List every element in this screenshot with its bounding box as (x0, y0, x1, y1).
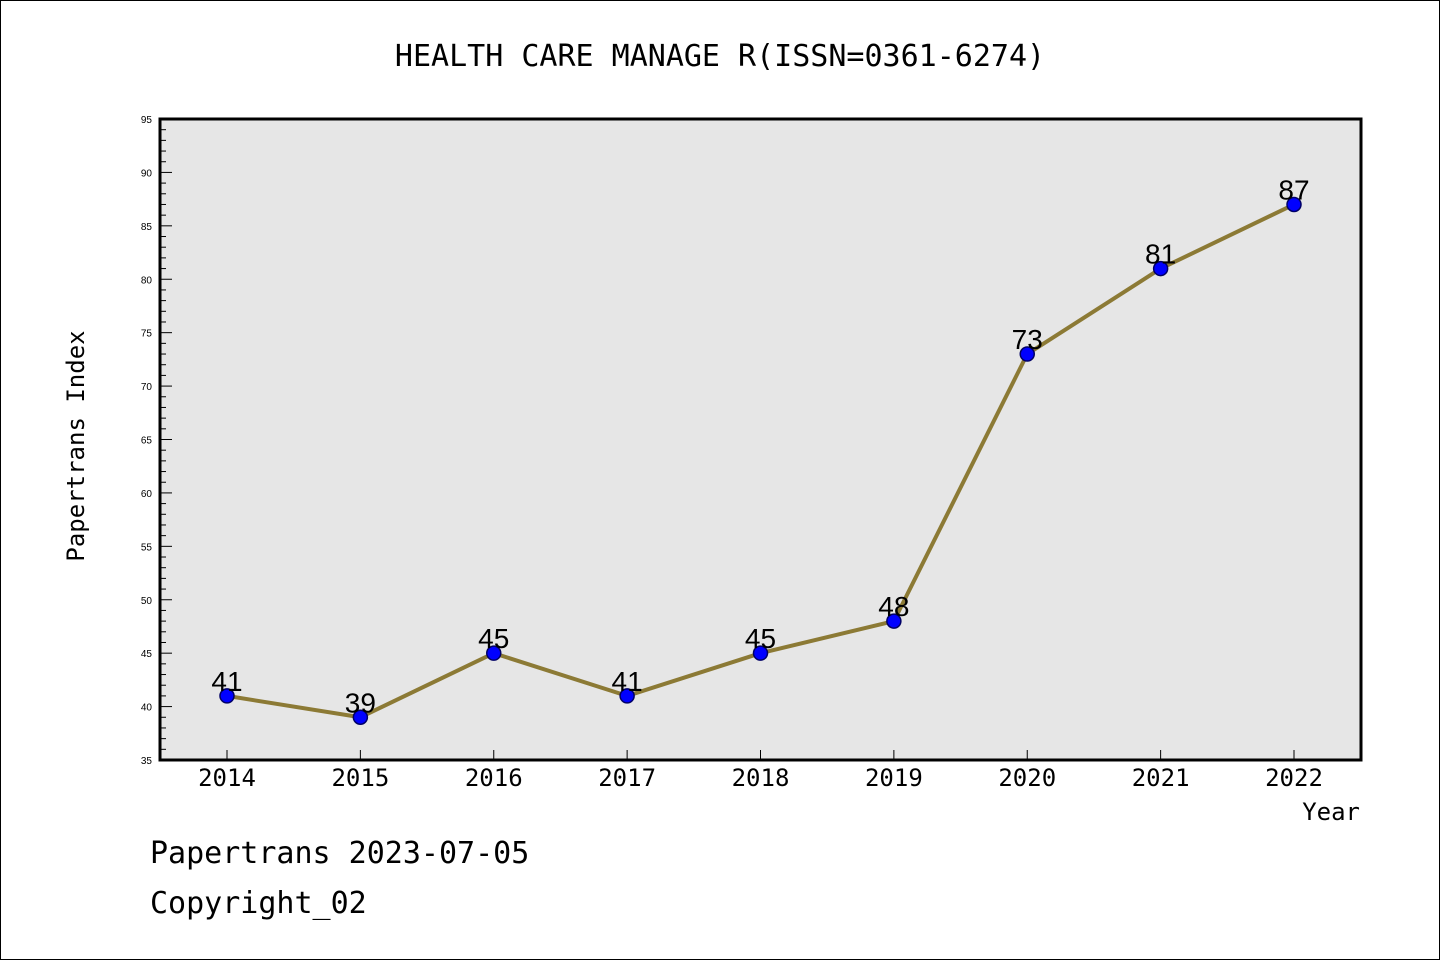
data-label: 45 (478, 623, 509, 654)
data-point (486, 645, 502, 661)
plot-border (158, 117, 1363, 762)
y-tick-label: 45 (141, 649, 153, 660)
x-tick-label: 2017 (598, 764, 656, 792)
y-tick-label: 85 (141, 222, 153, 233)
y-tick-label: 90 (141, 168, 153, 179)
data-point (1286, 196, 1302, 213)
y-tick-label: 65 (141, 436, 153, 447)
data-point (886, 613, 902, 629)
y-axis-label: Papertrans Index (62, 330, 90, 561)
data-label: 39 (345, 687, 376, 718)
x-tick-label: 2016 (465, 764, 523, 792)
y-tick-label: 80 (141, 275, 153, 286)
data-label: 41 (612, 666, 643, 697)
data-point (619, 688, 635, 704)
y-tick-label: 75 (141, 329, 153, 340)
y-tick-label: 70 (141, 382, 153, 393)
data-point (752, 645, 769, 661)
x-axis-ticks (226, 750, 1295, 760)
data-label: 45 (745, 623, 776, 654)
x-tick-label: 2018 (732, 764, 790, 792)
data-point (352, 709, 369, 726)
chart-title: HEALTH CARE MANAGE R(ISSN=0361-6274) (395, 39, 1045, 74)
data-points (219, 196, 1302, 726)
y-tick-label: 60 (141, 489, 153, 500)
footer-date: Papertrans 2023-07-05 (150, 836, 529, 871)
data-label: 87 (1278, 174, 1309, 205)
x-tick-label: 2020 (998, 764, 1056, 792)
footer-copyright: Copyright_02 (150, 886, 367, 921)
data-point (1019, 346, 1035, 362)
data-label: 73 (1012, 324, 1043, 355)
data-label: 81 (1145, 239, 1176, 270)
x-tick-label: 2015 (331, 764, 389, 792)
x-tick-label: 2019 (865, 764, 923, 792)
data-label: 41 (211, 666, 242, 697)
y-tick-label: 55 (141, 542, 153, 553)
x-tick-label: 2022 (1265, 764, 1323, 792)
plot-area (160, 119, 1361, 760)
y-tick-label: 35 (141, 756, 153, 767)
data-labels: 41 39 45 41 45 48 73 81 87 (211, 174, 1309, 718)
x-tick-label: 2014 (198, 764, 256, 792)
x-axis-label: Year (1302, 798, 1360, 826)
y-axis-tick-labels: 35 40 45 50 55 60 65 70 75 80 85 90 95 (141, 115, 153, 767)
y-tick-label: 40 (141, 703, 153, 714)
data-point (1152, 260, 1169, 277)
x-tick-label: 2021 (1132, 764, 1190, 792)
data-label: 48 (878, 591, 909, 622)
x-axis-tick-labels: 2014 2015 2016 2017 2018 2019 2020 2021 2022 (198, 764, 1323, 792)
data-point (219, 688, 235, 704)
y-tick-label: 95 (141, 115, 153, 126)
y-tick-label: 50 (141, 596, 153, 607)
